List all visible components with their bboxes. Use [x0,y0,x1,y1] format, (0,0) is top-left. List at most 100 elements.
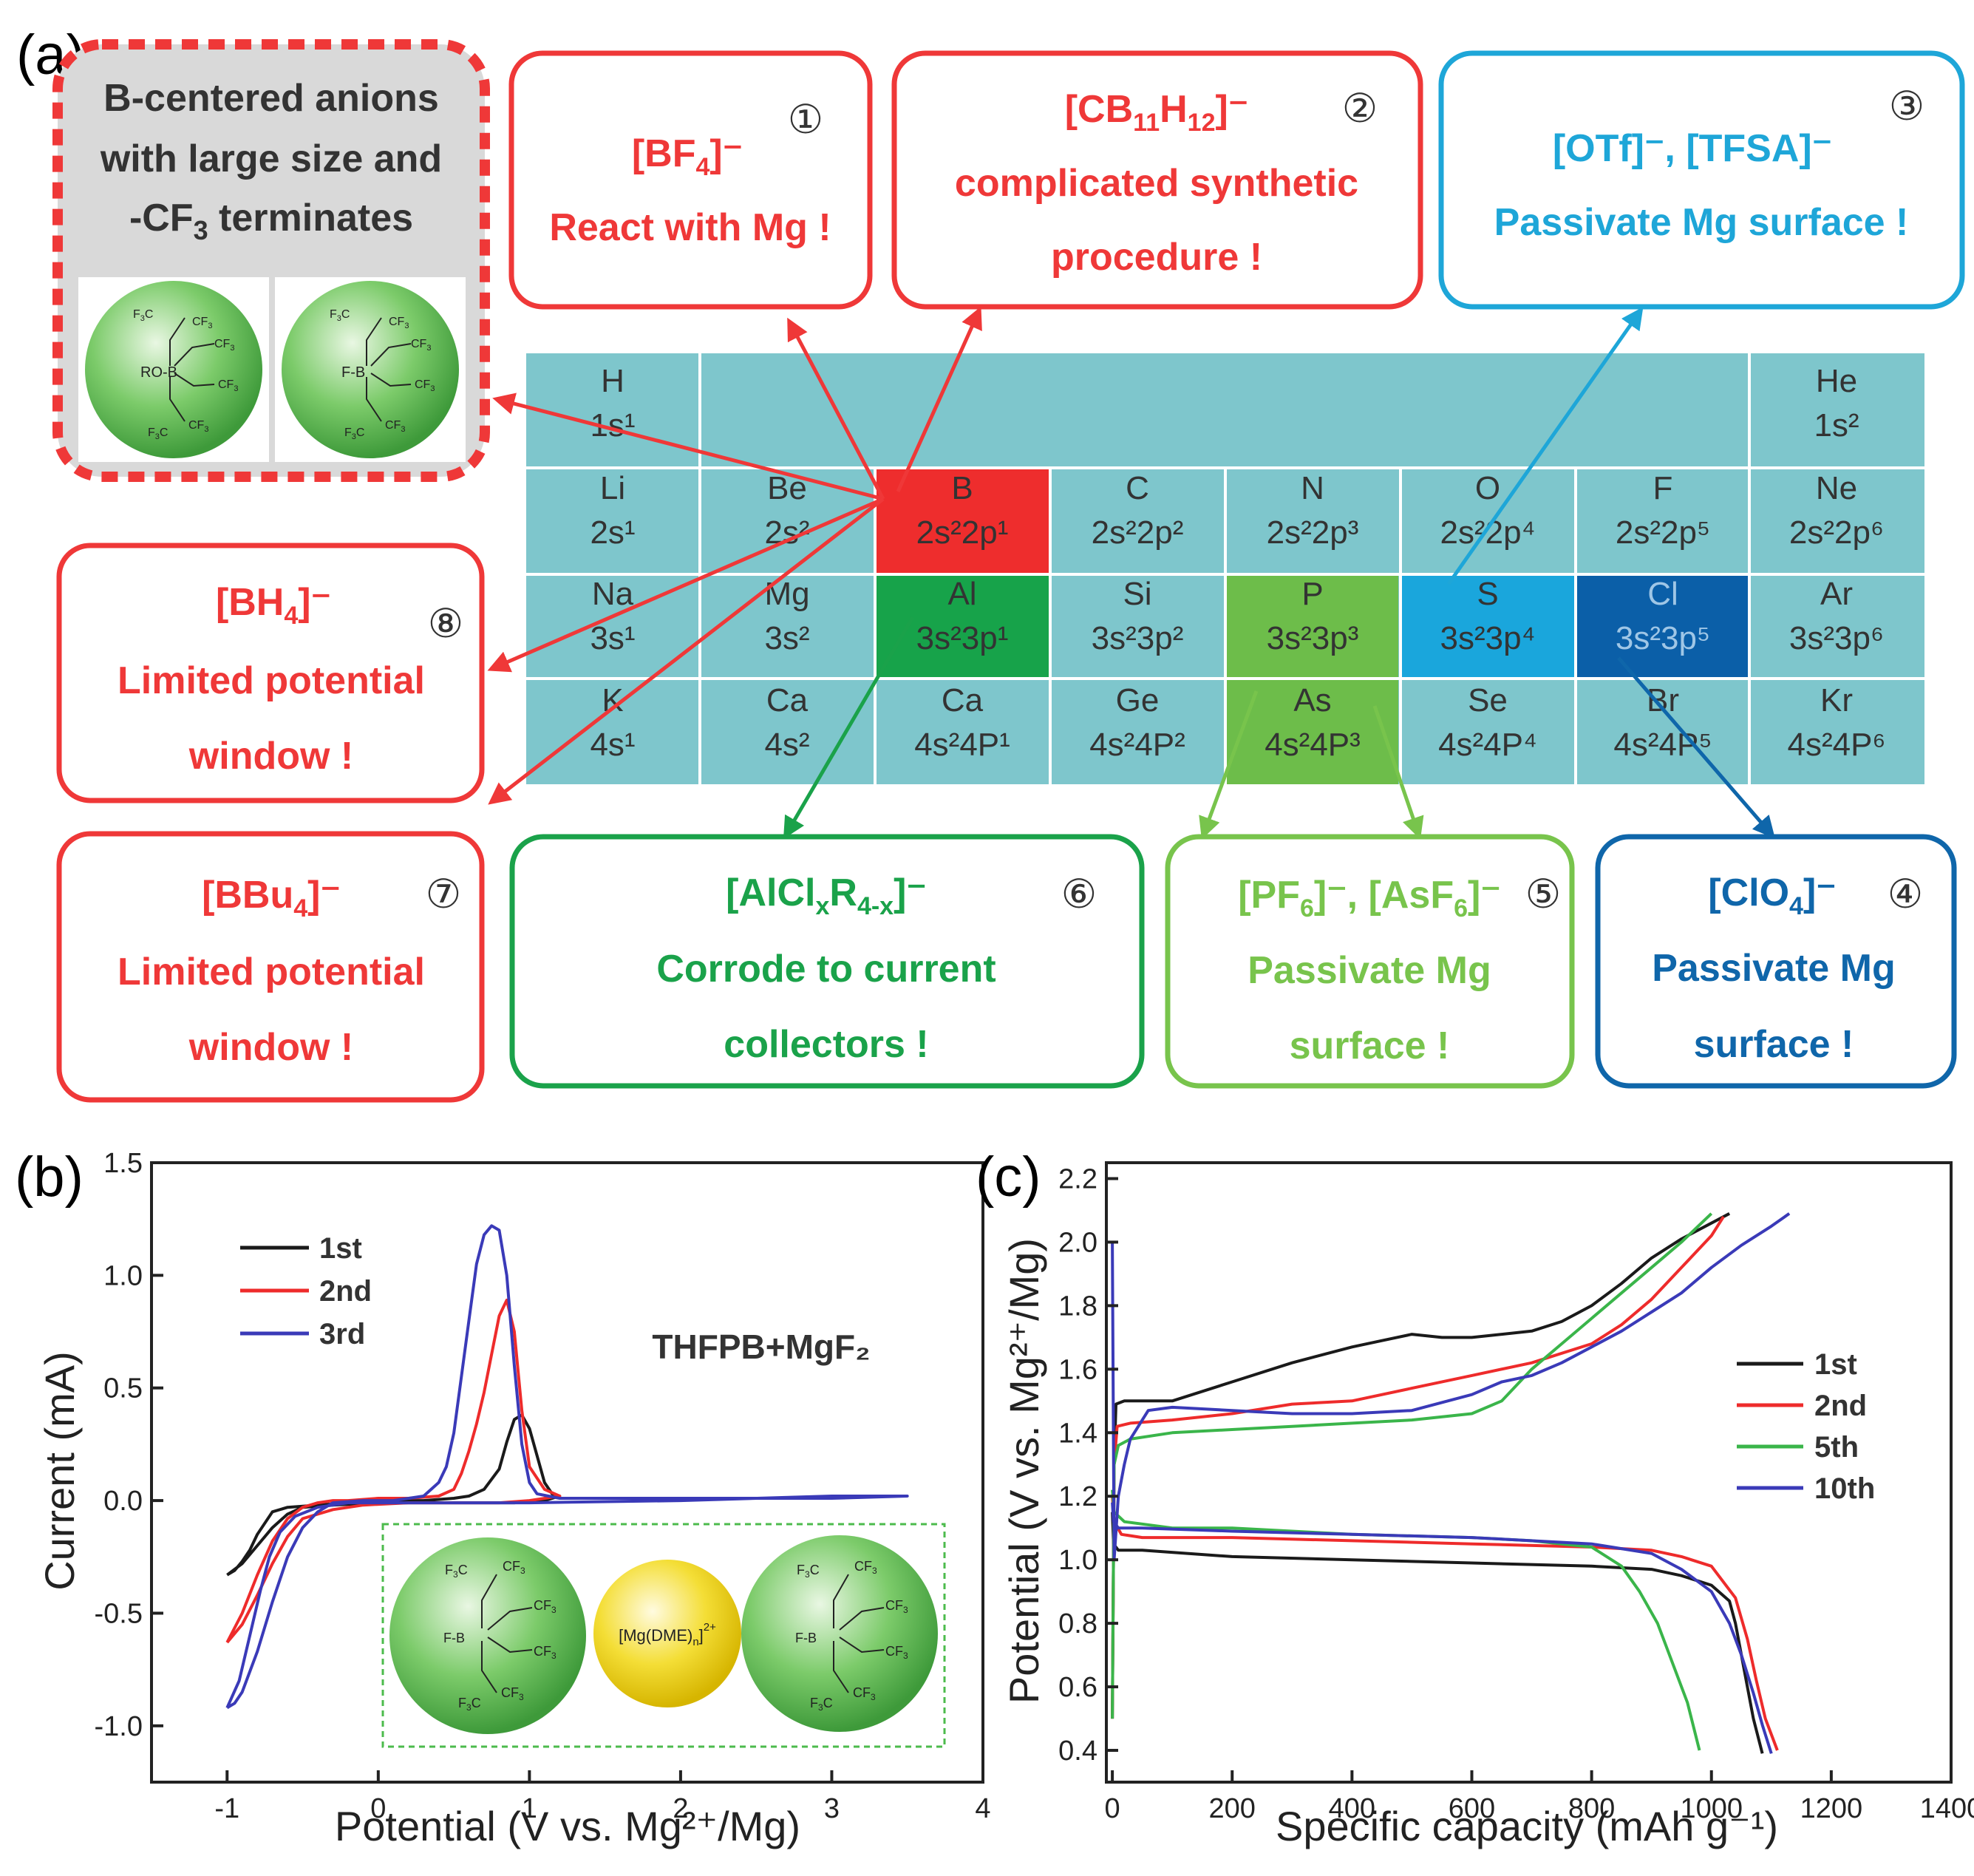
svg-text:F3C: F3C [344,426,364,441]
element-br-config: 4s²4P⁵ [1613,727,1712,763]
svg-text:CF3: CF3 [218,378,238,393]
svg-text:CF3: CF3 [415,378,435,393]
cell-highlight-al [875,575,1050,678]
gcd-series-1st-discharge [1111,1512,1764,1754]
inset-anion-ball-right [741,1535,938,1732]
callout-cb11h12-text2: procedure ! [1051,236,1262,279]
gcd-series-10th-discharge [1111,1502,1773,1754]
molecule-f-core: F-B [341,364,365,381]
element-ne-config: 2s²2p⁶ [1789,514,1884,551]
gcd-ytick-label: 0.8 [1058,1608,1097,1639]
element-n-config: 2s²2p³ [1267,514,1359,551]
element-ca-symbol: Ca [942,682,984,718]
element-c-symbol: C [1126,470,1149,506]
cv-xtick-label: 0 [370,1793,386,1824]
gcd-xtick-label: 400 [1329,1793,1375,1824]
element-li-symbol: Li [600,470,625,506]
svg-text:CF3: CF3 [885,1598,908,1615]
element-se-symbol: Se [1468,682,1508,718]
gcd-legend-label-10th: 10th [1814,1472,1875,1505]
callout-bf4-text: React with Mg ! [549,206,831,249]
element-f-symbol: F [1653,470,1673,506]
gcd-ytick-label: 1.8 [1058,1291,1097,1322]
callout-alclxr-formula: [AlClxR4-x]⁻ [726,871,927,920]
periodic-table: H 1s¹ He 1s² Li2s¹Be2s²B2s²2p¹C2s²2p²N2s… [526,353,1924,784]
element-o-symbol: O [1475,470,1500,506]
cv-plot-frame [150,1161,984,1784]
cv-xtick-label: -1 [214,1793,239,1824]
element-p-config: 3s²3p³ [1267,620,1359,656]
svg-text:F3C: F3C [330,308,350,323]
element-p-symbol: P [1301,576,1323,612]
callout-cb11h12-text1: complicated synthetic [955,162,1358,205]
element-c-config: 2s²2p² [1092,514,1184,551]
gcd-ytick-label: 0.4 [1058,1736,1097,1767]
cv-legend-label-2nd: 2nd [319,1275,372,1308]
callout-bh4: ⑧ [BH4]⁻ Limited potential window ! [56,543,485,803]
svg-text:CF3: CF3 [503,1559,525,1576]
callout-clo4-formula: [ClO4]⁻ [1708,871,1836,920]
element-ar-config: 3s²3p⁶ [1789,620,1884,656]
gcd-ytick-label: 2.0 [1058,1227,1097,1258]
arrow-b-to-bbu4 [488,497,885,805]
callout-pf6-text1: Passivate Mg [1248,949,1491,992]
svg-text:CF3: CF3 [885,1644,908,1661]
callout-pf6-asf6: ⑤ [PF6]⁻, [AsF6]⁻ Passivate Mg surface ! [1165,834,1575,1089]
gcd-xtick-label: 600 [1449,1793,1495,1824]
gcd-xtick-label: 800 [1568,1793,1615,1824]
cv-xtick-label: 4 [975,1793,990,1824]
callout-bh4-formula: [BH4]⁻ [216,581,331,630]
gcd-xlabel: Specific capacity (mAh g⁻¹) [1276,1803,1778,1849]
element-k-config: 4s¹ [590,727,635,763]
callout-alclxr-text1: Corrode to current [656,948,995,990]
callout-bbu4-formula: [BBu4]⁻ [202,874,341,922]
cell-highlight-p [1227,575,1398,678]
cv-chart: [Mg(DME)n]2+ F-B F-B CF3 CF3 CF3 CF3 F3C… [36,1148,991,1849]
svg-text:CF3: CF3 [534,1644,557,1661]
callout-clo4-text2: surface ! [1694,1023,1854,1066]
svg-text:F3C: F3C [133,308,153,323]
element-si-config: 3s²3p² [1092,620,1184,656]
gcd-ylabel: Potential (V vs. Mg²⁺/Mg) [1001,1238,1047,1704]
callout-cb11h12-number: ② [1342,86,1378,131]
callout-bf4-number: ① [788,98,823,142]
svg-text:CF3: CF3 [389,316,409,330]
cv-ytick-label: 1.5 [103,1148,143,1179]
element-ca-symbol: Ca [766,682,809,718]
cv-legend-label-3rd: 3rd [319,1318,365,1350]
inset-anion-ball-left [389,1537,586,1734]
element-ge-config: 4s²4P² [1089,727,1185,763]
callout-otf-formula: [OTf]⁻, [TFSA]⁻ [1553,127,1832,170]
element-ca-config: 4s²4P¹ [914,727,1010,763]
callout-bbu4: ⑦ [BBu4]⁻ Limited potential window ! [56,831,485,1103]
anion-box-line3: -CF3 terminates [129,197,413,245]
element-he-symbol: He [1816,363,1857,399]
callout-bbu4-number: ⑦ [426,872,461,917]
element-br-symbol: Br [1647,682,1679,718]
arrow-s-to-otf [1446,307,1644,585]
cv-ytick-label: 0.5 [103,1373,143,1404]
gcd-legend-label-1st: 1st [1814,1348,1857,1381]
element-as-symbol: As [1293,682,1331,718]
inset-cation-ball [593,1560,741,1707]
gcd-xtick-label: 1200 [1800,1793,1863,1824]
callout-bh4-number: ⑧ [428,602,463,646]
gcd-series-5th-charge [1111,1212,1713,1719]
cv-inset: [Mg(DME)n]2+ F-B F-B CF3 CF3 CF3 CF3 F3C… [381,1523,946,1748]
callout-clo4: ④ [ClO4]⁻ Passivate Mg surface ! [1595,834,1957,1089]
element-ne-symbol: Ne [1816,470,1857,506]
gcd-legend-label-2nd: 2nd [1814,1390,1867,1422]
element-b-config: 2s²2p¹ [916,514,1009,551]
gcd-ytick-label: 1.6 [1058,1354,1097,1385]
inset-cation-label: [Mg(DME)n]2+ [619,1621,716,1648]
svg-text:F3C: F3C [445,1563,468,1580]
callout-bh4-text1: Limited potential [118,659,425,702]
gcd-ytick-label: 1.0 [1058,1545,1097,1576]
svg-text:CF3: CF3 [192,316,212,330]
callout-alclxr: ⑥ [AlClxR4-x]⁻ Corrode to current collec… [509,834,1145,1089]
cv-ytick-label: -1.0 [95,1711,143,1742]
anion-box-line2: with large size and [100,137,442,180]
callout-cb11h12: ② [CB11H12]⁻ complicated synthetic proce… [891,50,1423,310]
cell-highlight-cl [1576,575,1749,678]
